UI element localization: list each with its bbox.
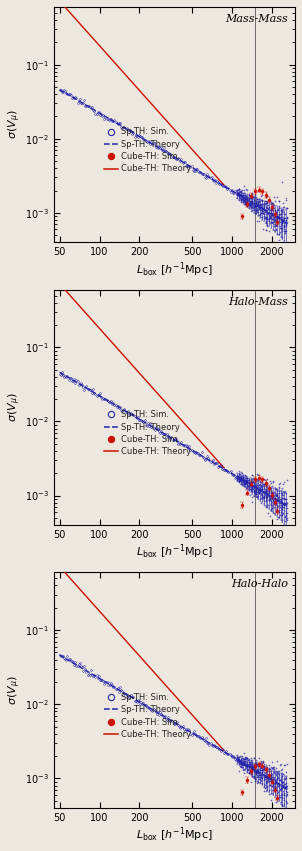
Text: Halo-Mass: Halo-Mass	[228, 297, 288, 306]
Legend: Sp-TH: Sim., Sp-TH: Theory, Cube-TH: Sim., Cube-TH: Theory: Sp-TH: Sim., Sp-TH: Theory, Cube-TH: Sim…	[101, 124, 194, 177]
X-axis label: $L_{\rm box}\ [h^{-1}{\rm Mpc}]$: $L_{\rm box}\ [h^{-1}{\rm Mpc}]$	[136, 825, 213, 844]
Y-axis label: $\sigma(V_\mu)$: $\sigma(V_\mu)$	[7, 676, 23, 705]
Legend: Sp-TH: Sim., Sp-TH: Theory, Cube-TH: Sim., Cube-TH: Theory: Sp-TH: Sim., Sp-TH: Theory, Cube-TH: Sim…	[101, 407, 194, 460]
Y-axis label: $\sigma(V_\mu)$: $\sigma(V_\mu)$	[7, 392, 23, 422]
X-axis label: $L_{\rm box}\ [h^{-1}{\rm Mpc}]$: $L_{\rm box}\ [h^{-1}{\rm Mpc}]$	[136, 543, 213, 562]
Y-axis label: $\sigma(V_\mu)$: $\sigma(V_\mu)$	[7, 110, 23, 140]
Text: Halo-Halo: Halo-Halo	[231, 580, 288, 590]
Legend: Sp-TH: Sim., Sp-TH: Theory, Cube-TH: Sim., Cube-TH: Theory: Sp-TH: Sim., Sp-TH: Theory, Cube-TH: Sim…	[101, 689, 194, 742]
X-axis label: $L_{\rm box}\ [h^{-1}{\rm Mpc}]$: $L_{\rm box}\ [h^{-1}{\rm Mpc}]$	[136, 260, 213, 278]
Text: Mass-Mass: Mass-Mass	[225, 14, 288, 24]
